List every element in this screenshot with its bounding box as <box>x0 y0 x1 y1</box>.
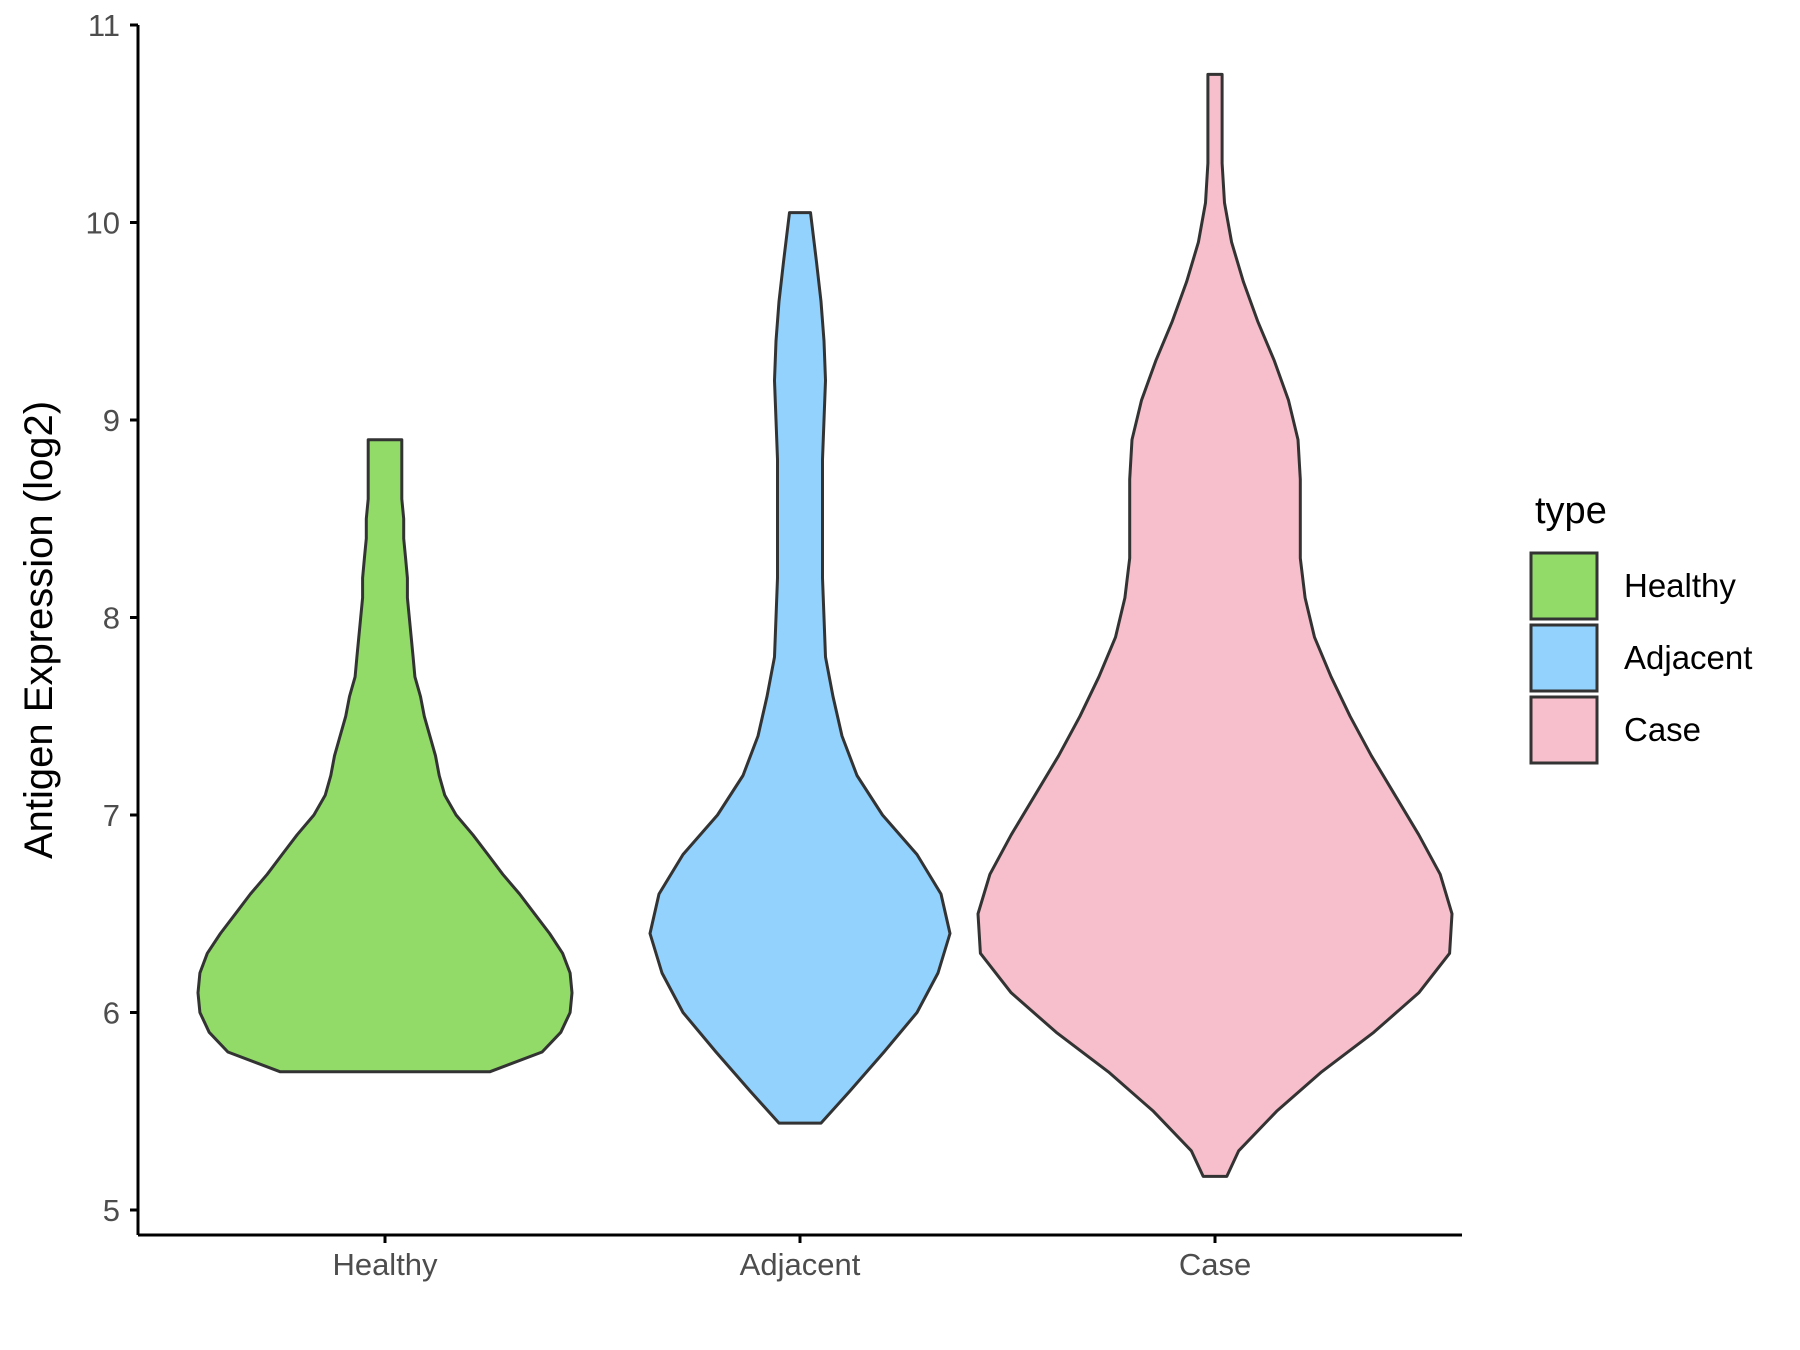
x-tick-label: Adjacent <box>740 1247 861 1282</box>
y-tick-label: 8 <box>103 601 120 636</box>
x-axis-ticks: Healthy Adjacent Case <box>332 1235 1251 1282</box>
legend-label-case: Case <box>1624 711 1701 748</box>
legend-label-healthy: Healthy <box>1624 567 1736 604</box>
violin-case <box>976 72 1454 1178</box>
legend-swatch-healthy <box>1529 551 1599 621</box>
violin-adjacent <box>648 211 952 1125</box>
legend-swatch-adjacent <box>1529 623 1599 693</box>
y-tick-label: 10 <box>86 206 120 241</box>
violin-layer <box>196 72 1454 1178</box>
legend-label-adjacent: Adjacent <box>1624 639 1752 676</box>
legend-swatch-case <box>1529 695 1599 765</box>
x-tick-label: Case <box>1179 1247 1251 1282</box>
y-tick-label: 11 <box>88 8 120 43</box>
x-tick-label: Healthy <box>332 1247 438 1282</box>
y-tick-label: 6 <box>103 996 120 1031</box>
legend-items: Healthy Adjacent Case <box>1529 551 1752 765</box>
y-tick-label: 7 <box>103 798 120 833</box>
y-tick-label: 9 <box>103 403 120 438</box>
y-axis-ticks: 5 6 7 8 9 10 11 <box>86 8 138 1228</box>
legend-title: type <box>1535 490 1607 532</box>
violin-healthy <box>196 438 574 1074</box>
legend: type Healthy Adjacent Case <box>1529 490 1752 765</box>
y-axis-title: Antigen Expression (log2) <box>17 401 61 859</box>
y-tick-label: 5 <box>103 1193 120 1228</box>
